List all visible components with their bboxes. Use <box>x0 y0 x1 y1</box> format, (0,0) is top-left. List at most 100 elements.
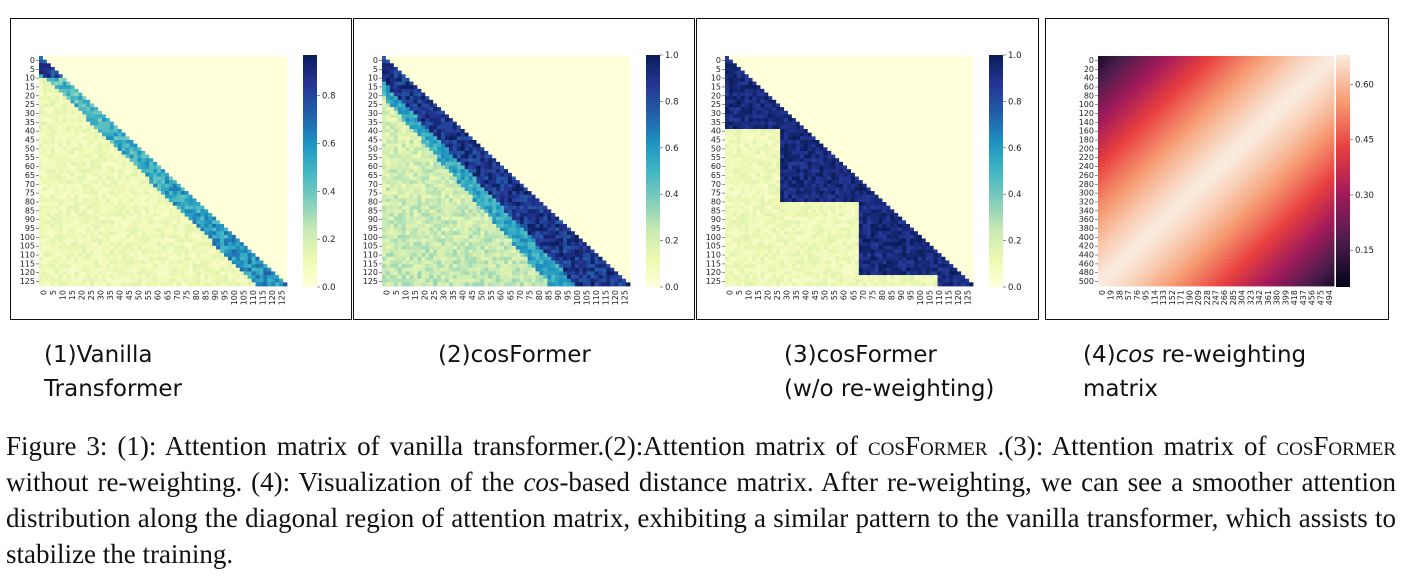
panel-label-cosformer: (2)cosFormer <box>438 338 591 372</box>
x-tick-label: 45 <box>468 290 477 300</box>
x-tick-label: 20 <box>420 290 429 300</box>
x-tick-label: 304 <box>1238 290 1247 305</box>
panel-label-line: Transformer <box>44 376 183 402</box>
x-tick-label: 35 <box>792 290 801 300</box>
colorbar-tick-label: 0.0 <box>1008 283 1022 293</box>
y-tick-label: 0 <box>716 56 721 65</box>
heatmap-cells <box>725 56 974 287</box>
y-tick-label: 60 <box>368 162 378 171</box>
colorbar-tick-label: 0.6 <box>665 144 679 154</box>
y-tick-label: 70 <box>25 180 35 189</box>
y-tick-label: 200 <box>1079 144 1094 153</box>
x-tick-label: 35 <box>106 290 115 300</box>
y-tick-label: 500 <box>1079 277 1094 286</box>
y-tick-label: 40 <box>711 127 721 136</box>
x-tick-label: 80 <box>535 290 544 300</box>
x-tick-label: 380 <box>1273 290 1282 305</box>
y-tick-label: 0 <box>1089 56 1094 65</box>
colorbar-tick-label: 0.8 <box>1008 97 1022 107</box>
y-tick-label: 40 <box>1084 74 1094 83</box>
x-tick-label: 50 <box>821 290 830 300</box>
y-tick-label: 320 <box>1079 197 1094 206</box>
x-tick-label: 110 <box>935 290 944 305</box>
x-tick-label: 70 <box>516 290 525 300</box>
x-tick-label: 100 <box>230 290 239 305</box>
y-tick-label: 15 <box>25 82 35 91</box>
panel-label-line: (4)cos re-weighting <box>1083 338 1306 372</box>
colorbar-tick-label: 0.4 <box>665 190 679 200</box>
y-tick-label: 280 <box>1079 180 1094 189</box>
x-tick-label: 45 <box>125 290 134 300</box>
y-tick-label: 20 <box>711 91 721 100</box>
y-tick-label: 80 <box>368 197 378 206</box>
x-tick-label: 55 <box>830 290 839 300</box>
caption-model-name: cosFormer <box>1276 431 1396 461</box>
y-tick-label: 70 <box>711 180 721 189</box>
colorbar <box>646 55 660 287</box>
x-tick-label: 75 <box>182 290 191 300</box>
x-tick-label: 60 <box>840 290 849 300</box>
x-tick-label: 494 <box>1325 290 1334 305</box>
x-tick-label: 15 <box>68 290 77 300</box>
y-tick-label: 80 <box>1084 91 1094 100</box>
y-tick-label: 45 <box>25 136 35 145</box>
y-tick-label: 400 <box>1079 233 1094 242</box>
colorbar-tick-label: 0.6 <box>1008 144 1022 154</box>
heatmap-panel-cos-matrix: 0 20 40 60 80 100 120 140 160 180 200 220 240 260 280 3… <box>1045 18 1389 320</box>
colorbar-tick-label: 1.0 <box>1008 51 1022 61</box>
x-tick-label: 60 <box>154 290 163 300</box>
y-tick-label: 10 <box>368 74 378 83</box>
y-tick-label: 90 <box>711 215 721 224</box>
x-tick-label: 10 <box>58 290 67 300</box>
y-tick-label: 25 <box>368 100 378 109</box>
y-tick-label: 110 <box>20 251 35 260</box>
x-tick-label: 85 <box>544 290 553 300</box>
y-tick-label: 40 <box>25 127 35 136</box>
x-tick-label: 0 <box>1098 290 1107 295</box>
y-tick-label: 100 <box>1079 100 1094 109</box>
x-tick-label: 190 <box>1185 290 1194 305</box>
x-tick-label: 55 <box>487 290 496 300</box>
x-tick-label: 30 <box>440 290 449 300</box>
y-tick-label: 100 <box>706 233 721 242</box>
panel-label-line: (2)cosFormer <box>438 342 591 368</box>
x-tick-label: 125 <box>278 290 287 305</box>
y-tick-label: 85 <box>368 206 378 215</box>
y-tick-label: 75 <box>711 189 721 198</box>
y-tick-label: 120 <box>1079 109 1094 118</box>
y-tick-label: 95 <box>711 224 721 233</box>
x-tick-label: 266 <box>1220 290 1229 305</box>
y-tick-label: 95 <box>368 224 378 233</box>
y-tick-label: 115 <box>20 259 35 268</box>
panel-label-line: (1)Vanilla <box>44 342 153 368</box>
y-tick-label: 110 <box>363 251 378 260</box>
x-tick-label: 95 <box>1142 290 1151 300</box>
x-tick-label: 60 <box>497 290 506 300</box>
x-tick-label: 90 <box>897 290 906 300</box>
x-tick-label: 10 <box>744 290 753 300</box>
y-tick-label: 115 <box>363 259 378 268</box>
x-tick-label: 90 <box>554 290 563 300</box>
colorbar <box>303 55 317 287</box>
y-tick-label: 35 <box>25 118 35 127</box>
y-tick-label: 105 <box>363 242 378 251</box>
x-tick-label: 65 <box>849 290 858 300</box>
y-tick-label: 180 <box>1079 136 1094 145</box>
x-tick-label: 5 <box>49 290 58 295</box>
heatmap-panel-cosformer-no-reweighting: 0 5 10 15 20 25 30 35 40 45 50 55 60 65 70 75 80 85 90 95 10… <box>696 18 1039 320</box>
x-tick-label: 0 <box>39 290 48 295</box>
panel-label-rest: re-weighting <box>1154 342 1307 368</box>
y-tick-label: 0 <box>373 56 378 65</box>
panel-label-vanilla: (1)Vanilla Transformer <box>44 338 182 406</box>
colorbar-tick-label: 1.0 <box>665 51 679 61</box>
y-tick-label: 55 <box>711 153 721 162</box>
y-tick-label: 90 <box>25 215 35 224</box>
heatmap-cells <box>382 56 631 287</box>
x-tick-label: 19 <box>1107 290 1116 300</box>
y-tick-label: 5 <box>373 65 378 74</box>
y-tick-label: 160 <box>1079 127 1094 136</box>
x-tick-label: 38 <box>1115 290 1124 300</box>
y-tick-label: 80 <box>711 197 721 206</box>
y-tick-label: 0 <box>30 56 35 65</box>
y-tick-label: 20 <box>25 91 35 100</box>
